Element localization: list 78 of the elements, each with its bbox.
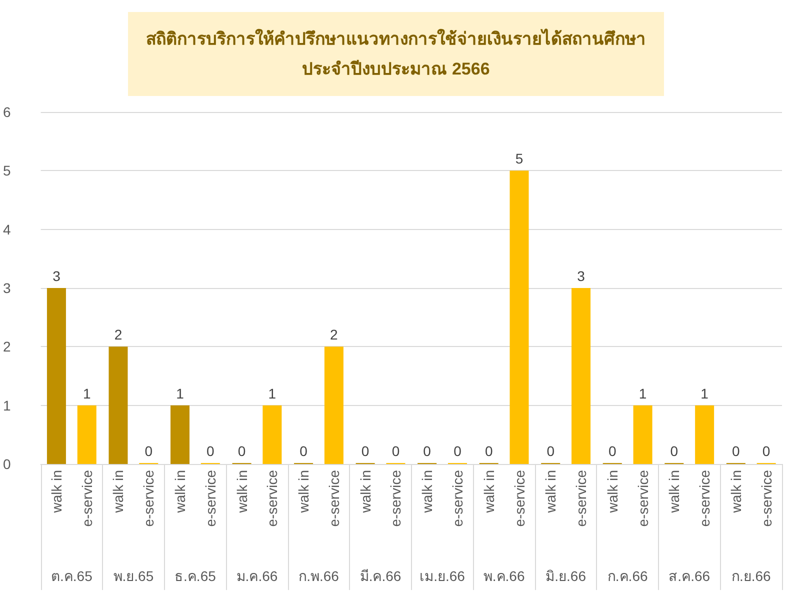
- x-tick-label: ม.ค.66: [236, 568, 278, 584]
- data-label: 0: [238, 443, 246, 459]
- x-tick-label: ธ.ค.65: [174, 568, 216, 584]
- x-tick-label: พ.ค.66: [483, 568, 525, 584]
- y-tick-label: 5: [2, 162, 11, 179]
- text: walk in: [419, 470, 436, 513]
- text: e-service: [140, 470, 157, 527]
- data-label: 0: [484, 443, 493, 459]
- bar: [108, 346, 128, 464]
- text: walk in: [728, 470, 744, 513]
- text: walk in: [666, 470, 682, 513]
- bar: [633, 405, 652, 464]
- text: walk in: [604, 470, 620, 513]
- text: e-service: [264, 470, 280, 527]
- x-tick-label: ก.พ.66: [298, 568, 340, 584]
- y-tick-label: 4: [2, 221, 11, 238]
- data-label: 2: [330, 326, 338, 343]
- x-tick-label: ส.ค.66: [668, 568, 710, 584]
- chart-title: สถิติการบริการให้คำปรึกษาแนวทางการใช้จ่ายเงินรายได้สถานศึกษา ประจำปีงบประมาณ 2566: [146, 28, 646, 78]
- data-label: 0: [608, 443, 616, 459]
- text: e-service: [78, 470, 95, 527]
- bar: [262, 405, 282, 464]
- data-label: 0: [300, 443, 308, 459]
- text: e-service: [388, 470, 404, 527]
- y-tick-label: 6: [2, 104, 11, 120]
- text: walk in: [234, 470, 250, 513]
- data-label: 2: [114, 326, 122, 343]
- bar: [324, 346, 344, 464]
- bar: [572, 288, 591, 464]
- data-label: 1: [176, 385, 184, 402]
- data-label: 0: [361, 443, 370, 459]
- bar: [77, 405, 96, 464]
- bar: [510, 170, 529, 464]
- data-label: 0: [392, 443, 400, 459]
- data-label: 5: [515, 150, 524, 167]
- data-label: 3: [52, 268, 61, 284]
- data-label: 1: [82, 385, 91, 402]
- data-label: 1: [700, 385, 709, 402]
- text: walk in: [542, 470, 559, 513]
- y-tick-label: 3: [2, 280, 11, 296]
- data-label: 0: [423, 443, 432, 459]
- text: walk in: [48, 470, 64, 514]
- text: e-service: [573, 470, 590, 527]
- text: e-service: [202, 470, 218, 527]
- data-label: 0: [454, 443, 462, 459]
- x-tick-label: เม.ย.66: [420, 568, 466, 584]
- data-label: 0: [732, 443, 740, 459]
- data-label: 1: [638, 385, 647, 402]
- text: e-service: [511, 470, 528, 527]
- bar: [695, 405, 714, 464]
- text: e-service: [449, 470, 466, 527]
- text: e-service: [634, 470, 651, 527]
- y-tick-label: 1: [2, 397, 11, 414]
- data-label: 0: [206, 443, 215, 459]
- x-tick-label: ต.ค.65: [50, 568, 93, 584]
- x-tick-label: มิ.ย.66: [546, 568, 586, 584]
- text: walk in: [172, 470, 188, 513]
- data-label: 1: [268, 385, 276, 402]
- data-label: 0: [546, 443, 555, 459]
- bar: [46, 288, 66, 464]
- x-tick-label: ก.ค.66: [607, 568, 648, 584]
- data-label: 0: [670, 443, 678, 459]
- text: e-service: [758, 470, 774, 527]
- data-label: 3: [577, 268, 586, 284]
- y-tick-label: 0: [2, 456, 11, 472]
- y-tick-label: 2: [2, 338, 11, 355]
- x-tick-label: พ.ย.65: [113, 568, 154, 584]
- text: walk in: [110, 470, 126, 513]
- text: walk in: [480, 470, 497, 513]
- text: e-service: [696, 470, 713, 527]
- text: walk in: [357, 470, 374, 513]
- x-tick-label: ก.ย.66: [731, 568, 771, 584]
- text: walk in: [296, 470, 312, 513]
- x-tick-label: มี.ค.66: [360, 568, 402, 584]
- bar: [170, 405, 190, 464]
- text: e-service: [326, 470, 342, 527]
- data-label: 0: [762, 443, 770, 459]
- data-label: 0: [144, 443, 153, 459]
